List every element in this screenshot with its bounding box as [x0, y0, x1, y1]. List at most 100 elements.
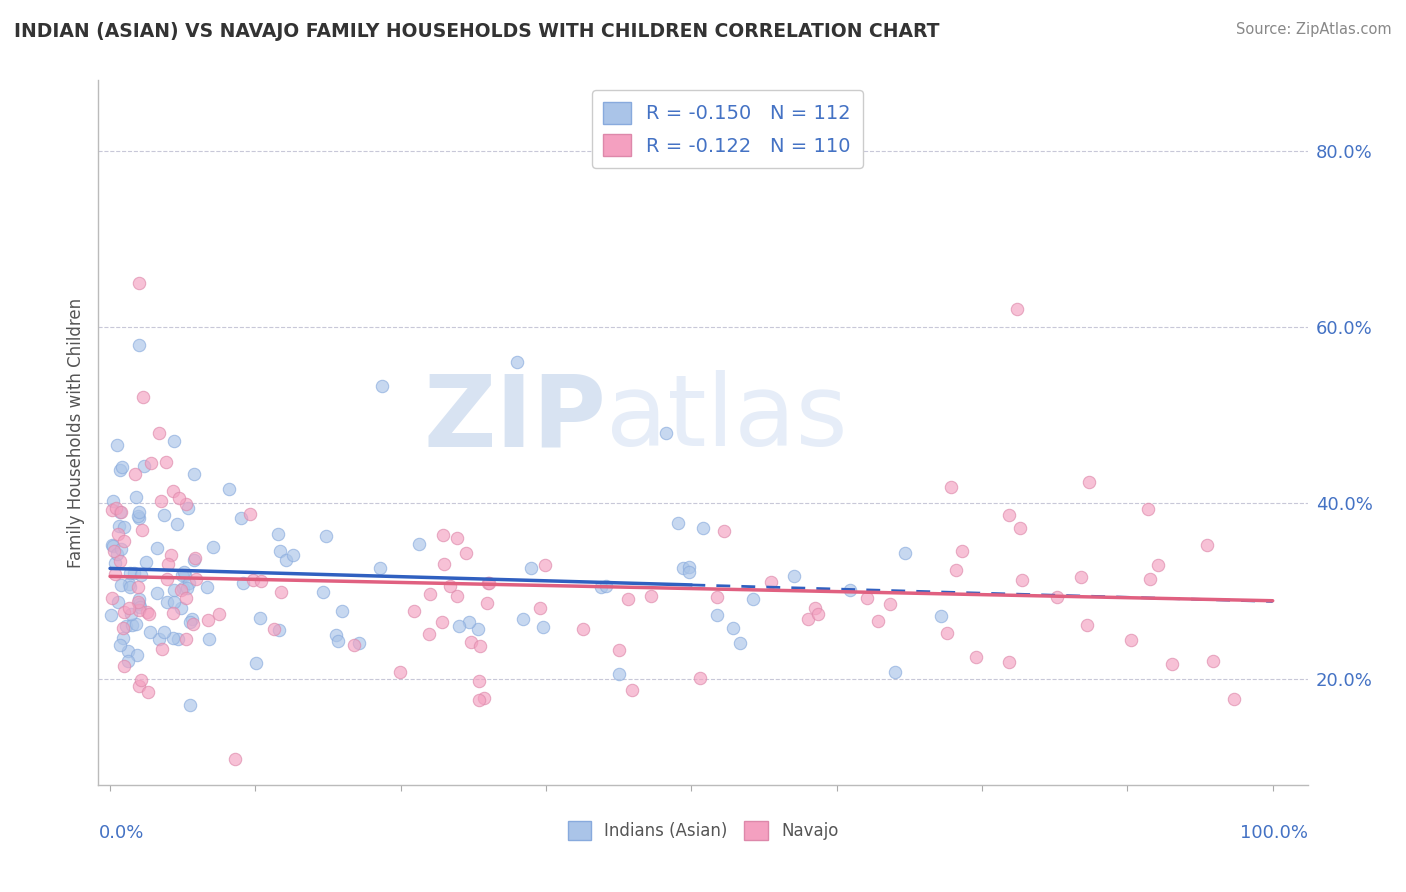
Point [110, 578, 132, 592]
Point [160, 548, 183, 562]
Point [432, 528, 454, 542]
Point [838, 583, 860, 598]
Point [678, 565, 700, 579]
Point [101, 591, 124, 605]
Point [177, 576, 200, 591]
Point [468, 640, 491, 654]
Point [131, 390, 153, 404]
Point [118, 566, 141, 581]
Point [105, 547, 128, 561]
Point [249, 574, 271, 588]
Point [183, 617, 205, 632]
Point [229, 511, 252, 525]
Point [388, 665, 411, 680]
Point [128, 591, 150, 606]
Point [110, 505, 132, 519]
Point [101, 502, 124, 516]
Point [998, 508, 1021, 522]
Point [783, 569, 806, 583]
Point [1119, 632, 1142, 647]
Point [183, 467, 205, 481]
Point [666, 516, 689, 530]
Point [447, 619, 470, 633]
Point [149, 493, 172, 508]
Point [446, 589, 468, 603]
Point [127, 595, 149, 609]
Point [129, 568, 152, 582]
Point [170, 568, 193, 582]
Point [128, 603, 150, 617]
Point [131, 673, 153, 687]
Point [146, 541, 169, 555]
Point [138, 607, 160, 622]
Point [117, 643, 139, 657]
Point [120, 607, 142, 621]
Point [1223, 691, 1246, 706]
Point [640, 589, 662, 603]
Point [128, 276, 150, 290]
Point [342, 638, 364, 652]
Point [174, 568, 197, 582]
Point [706, 607, 728, 622]
Point [167, 632, 190, 647]
Point [127, 509, 149, 524]
Point [884, 665, 907, 679]
Point [671, 561, 693, 575]
Point [100, 607, 122, 622]
Point [139, 624, 162, 639]
Point [183, 551, 205, 566]
Point [472, 691, 495, 706]
Point [534, 558, 557, 572]
Point [239, 507, 262, 521]
Point [181, 612, 204, 626]
Point [128, 599, 150, 614]
Point [118, 600, 141, 615]
Point [136, 605, 159, 619]
Point [224, 751, 246, 765]
Point [713, 524, 735, 538]
Point [312, 585, 335, 599]
Point [1045, 590, 1067, 604]
Point [112, 533, 135, 548]
Point [402, 604, 425, 618]
Point [868, 614, 890, 628]
Point [128, 337, 150, 351]
Point [127, 580, 149, 594]
Point [218, 482, 240, 496]
Point [166, 516, 188, 531]
Point [797, 612, 820, 626]
Point [408, 537, 430, 551]
Point [741, 592, 763, 607]
Point [1076, 617, 1098, 632]
Point [111, 632, 134, 646]
Point [104, 566, 127, 581]
Point [529, 600, 551, 615]
Point [153, 625, 176, 640]
Point [477, 576, 499, 591]
Point [115, 619, 138, 633]
Point [242, 574, 264, 588]
Point [232, 575, 254, 590]
Point [122, 566, 145, 580]
Point [127, 648, 149, 663]
Point [128, 505, 150, 519]
Point [176, 582, 198, 596]
Point [759, 574, 782, 589]
Point [103, 543, 125, 558]
Point [1202, 654, 1225, 668]
Point [370, 561, 392, 575]
Point [263, 623, 285, 637]
Point [607, 667, 630, 681]
Point [146, 586, 169, 600]
Point [110, 554, 132, 568]
Point [108, 462, 131, 476]
Point [245, 656, 267, 670]
Point [124, 467, 146, 481]
Point [617, 591, 640, 606]
Point [965, 650, 987, 665]
Point [935, 625, 957, 640]
Point [179, 698, 201, 713]
Point [266, 526, 288, 541]
Point [270, 585, 292, 599]
Point [201, 540, 224, 554]
